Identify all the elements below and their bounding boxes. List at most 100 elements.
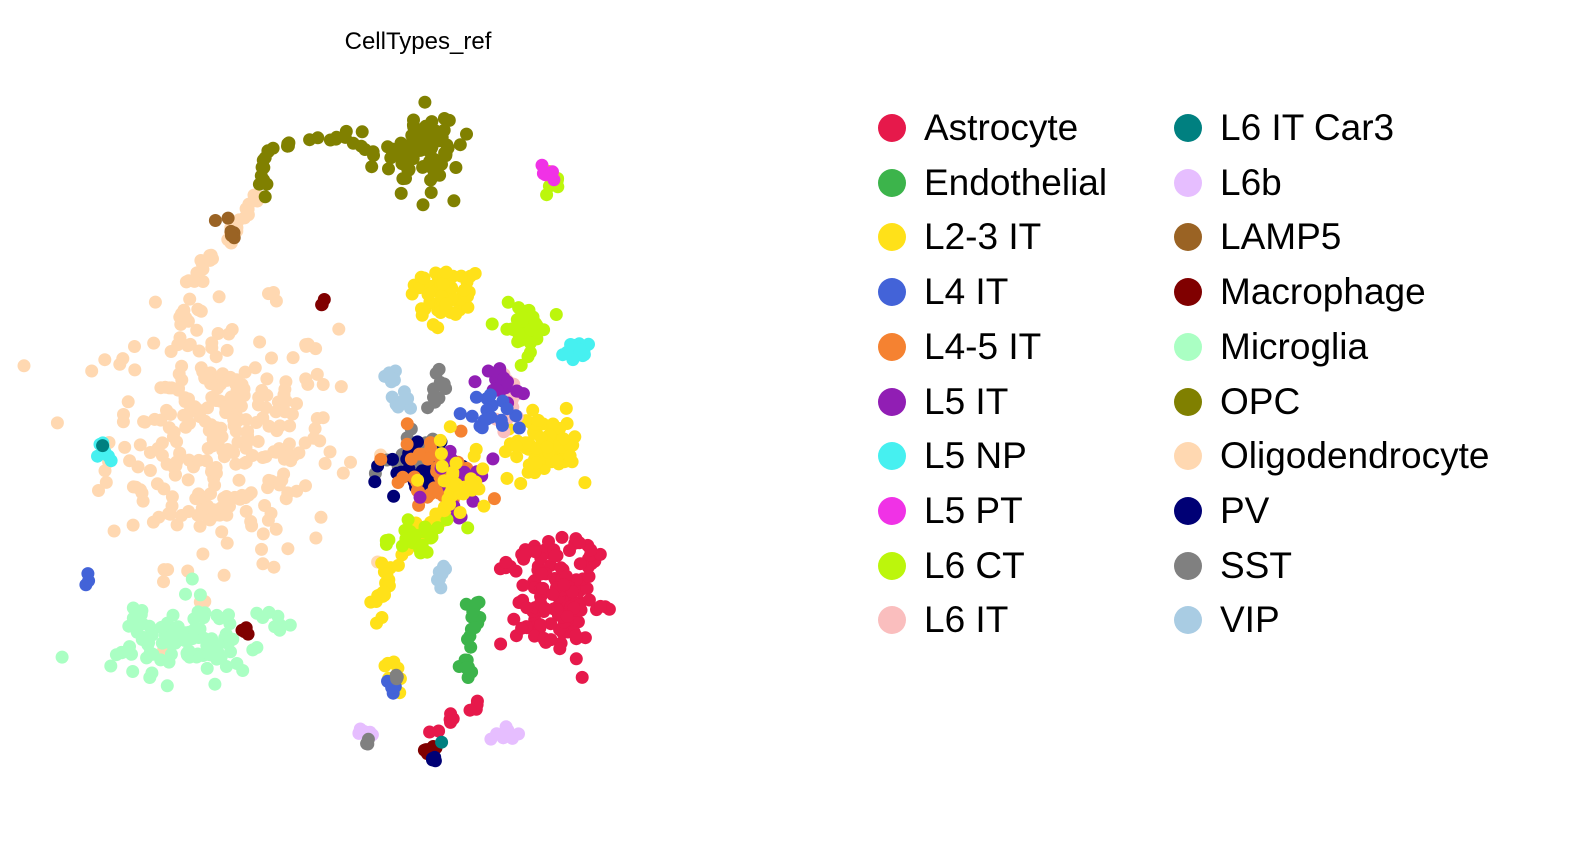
scatter-point [454,424,468,438]
scatter-point [428,750,442,764]
scatter-point [444,707,458,721]
scatter-point [260,372,274,386]
scatter-point [385,390,399,404]
scatter-point [530,441,544,455]
scatter-point [299,338,313,352]
scatter-point [431,521,445,535]
scatter-point [594,599,607,613]
scatter-point [256,527,270,541]
legend-item: Oligodendrocyte [1174,435,1489,476]
scatter-point [560,610,574,623]
scatter-point [468,621,482,635]
scatter-point [500,471,514,485]
legend-label: L6b [1220,161,1282,203]
scatter-point [17,359,31,373]
scatter-point [512,301,526,315]
scatter-point [433,433,447,447]
scatter-point [379,537,393,551]
scatter-point [500,402,514,416]
scatter-point [402,163,416,177]
scatter-point [204,487,217,501]
scatter-point [211,327,225,340]
scatter-point [467,449,481,463]
scatter-point [336,466,350,480]
scatter-point [318,457,332,470]
scatter-point [443,497,457,511]
legend-label: OPC [1220,380,1301,422]
scatter-point [417,743,431,757]
scatter-point [375,556,389,570]
scatter-point [239,455,253,469]
scatter-point [514,358,528,372]
scatter-point [109,648,123,662]
scatter-point [235,378,249,392]
scatter-point [217,568,231,582]
scatter-point [559,401,573,415]
scatter-point [179,420,193,434]
scatter-point [166,430,180,444]
scatter-point [526,403,540,417]
scatter-point [191,605,205,619]
scatter-point [412,447,426,461]
scatter-point [283,618,297,632]
legend-item: L4-5 IT [878,326,1041,367]
scatter-point [126,611,140,625]
legend-item: Endothelial [878,162,1107,203]
scatter-point [515,621,529,635]
scatter-point [317,293,331,306]
scatter-point [258,190,272,204]
scatter-point [516,578,530,592]
scatter-point [171,383,185,397]
scatter-point [285,407,299,421]
scatter-point [128,363,142,377]
scatter-point [485,317,499,331]
scatter-point [563,449,577,463]
scatter-point [81,567,95,581]
scatter-point [540,188,554,202]
scatter-point [192,453,206,467]
scatter-point [494,637,508,651]
scatter-point [555,530,569,544]
scatter-point [107,524,121,538]
chart-title: CellTypes_ref [344,28,492,55]
scatter-point [360,737,374,751]
scatter-point [121,395,135,409]
scatter-point [400,437,414,451]
scatter-point [190,323,204,337]
scatter-point [154,620,168,634]
scatter-point [436,561,450,574]
scatter-point [397,385,411,399]
scatter-point [141,638,155,652]
scatter-point [131,460,145,474]
scatter-point [466,494,480,508]
scatter-point [418,95,432,109]
scatter-point [224,645,237,659]
scatter-point [390,672,404,686]
scatter-point [248,361,262,375]
scatter-point [269,294,283,308]
scatter-point [407,113,420,127]
scatter-point [584,543,598,557]
scatter-point [395,539,409,553]
legend-swatch [878,606,906,635]
scatter-point [463,703,477,717]
scatter-point [434,447,448,461]
scatter-point [181,473,195,487]
scatter-point [520,601,534,615]
legend-item: L2-3 IT [878,216,1041,257]
scatter-point [449,161,463,174]
scatter-point [575,670,589,684]
scatter-point [449,307,463,321]
scatter-point [160,679,174,693]
scatter-point [272,478,286,492]
legend-label: L6 IT Car3 [1220,107,1395,148]
legend-swatch [1174,332,1202,361]
legend-item: Astrocyte [878,107,1078,148]
scatter-point [92,484,105,497]
scatter-point [222,608,235,622]
scatter-point [433,168,447,182]
scatter-point [282,136,296,150]
scatter-point [417,271,431,285]
scatter-point [269,405,283,419]
scatter-point [241,434,255,448]
